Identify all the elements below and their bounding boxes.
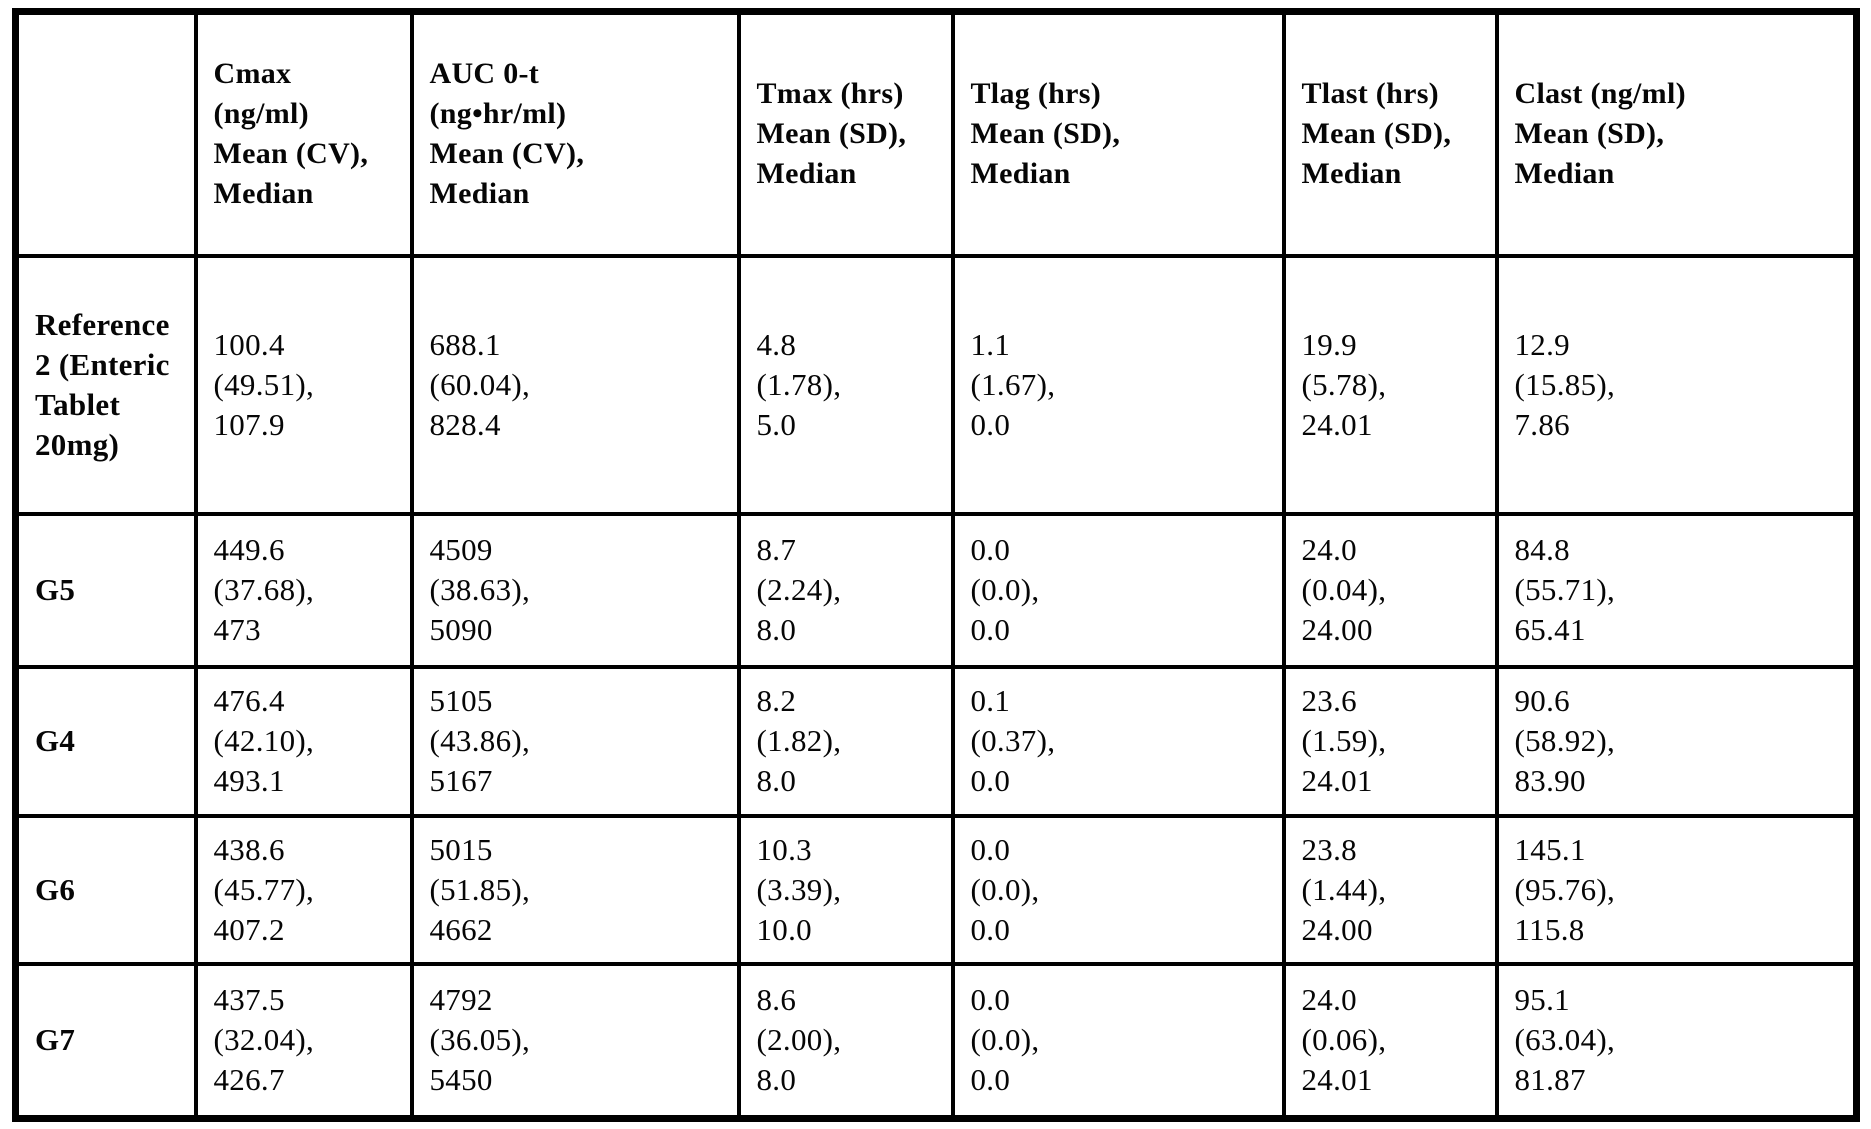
table-row-g4: G4 476.4 (42.10), 493.1 5105 (43.86), 51…	[13, 664, 1859, 818]
row-label-text: G5	[35, 572, 76, 607]
row-label-text: G4	[35, 723, 76, 758]
header-cell-auc: AUC 0-t (ng•hr/ml) Mean (CV), Median	[409, 9, 741, 258]
pk-parameters-table: Cmax (ng/ml) Mean (CV), Median AUC 0-t (…	[12, 8, 1860, 1122]
header-cell-cmax: Cmax (ng/ml) Mean (CV), Median	[193, 9, 414, 258]
data-cell: 8.2 (1.82), 8.0	[736, 664, 955, 818]
cell-value: 24.0 (0.06), 24.01	[1301, 982, 1387, 1098]
data-cell: 24.0 (0.06), 24.01	[1281, 961, 1499, 1121]
header-label: Clast (ng/ml) Mean (SD), Median	[1514, 77, 1686, 191]
header-label: Tmax (hrs) Mean (SD), Median	[756, 77, 907, 191]
data-cell: 4509 (38.63), 5090	[409, 511, 741, 669]
cell-value: 688.1 (60.04), 828.4	[429, 326, 531, 442]
cell-value: 24.0 (0.04), 24.00	[1301, 532, 1387, 647]
cell-value: 8.2 (1.82), 8.0	[756, 683, 842, 798]
cell-value: 8.6 (2.00), 8.0	[756, 982, 842, 1098]
cell-value: 1.1 (1.67), 0.0	[970, 326, 1056, 442]
data-cell: 437.5 (32.04), 426.7	[193, 961, 414, 1121]
data-cell: 19.9 (5.78), 24.01	[1281, 253, 1499, 516]
data-cell: 8.7 (2.24), 8.0	[736, 511, 955, 669]
data-cell: 1.1 (1.67), 0.0	[950, 253, 1286, 516]
header-label: Tlag (hrs) Mean (SD), Median	[970, 77, 1121, 191]
header-label: Tlast (hrs) Mean (SD), Median	[1301, 77, 1452, 191]
data-cell: 24.0 (0.04), 24.00	[1281, 511, 1499, 669]
cell-value: 19.9 (5.78), 24.01	[1301, 326, 1387, 442]
cell-value: 23.6 (1.59), 24.01	[1301, 683, 1387, 798]
table-row-g7: G7 437.5 (32.04), 426.7 4792 (36.05), 54…	[13, 961, 1859, 1121]
cell-value: 4792 (36.05), 5450	[429, 982, 531, 1098]
cell-value: 0.1 (0.37), 0.0	[970, 683, 1056, 798]
header-cell-clast: Clast (ng/ml) Mean (SD), Median	[1494, 9, 1859, 258]
data-cell: 10.3 (3.39), 10.0	[736, 813, 955, 966]
data-cell: 23.6 (1.59), 24.01	[1281, 664, 1499, 818]
data-cell: 4.8 (1.78), 5.0	[736, 253, 955, 516]
cell-value: 5105 (43.86), 5167	[429, 683, 531, 798]
table-row-g5: G5 449.6 (37.68), 473 4509 (38.63), 5090…	[13, 511, 1859, 669]
header-cell-tlast: Tlast (hrs) Mean (SD), Median	[1281, 9, 1499, 258]
data-cell: 90.6 (58.92), 83.90	[1494, 664, 1859, 818]
cell-value: 437.5 (32.04), 426.7	[213, 982, 315, 1098]
cell-value: 145.1 (95.76), 115.8	[1514, 831, 1616, 947]
data-cell: 5105 (43.86), 5167	[409, 664, 741, 818]
cell-value: 90.6 (58.92), 83.90	[1514, 683, 1616, 798]
data-cell: 688.1 (60.04), 828.4	[409, 253, 741, 516]
data-cell: 100.4 (49.51), 107.9	[193, 253, 414, 516]
data-cell: 449.6 (37.68), 473	[193, 511, 414, 669]
row-label-text: G6	[35, 871, 76, 907]
data-cell: 5015 (51.85), 4662	[409, 813, 741, 966]
cell-value: 0.0 (0.0), 0.0	[970, 532, 1040, 647]
cell-value: 5015 (51.85), 4662	[429, 831, 531, 947]
row-label: G4	[13, 664, 198, 818]
cell-value: 438.6 (45.77), 407.2	[213, 831, 315, 947]
table-header-row: Cmax (ng/ml) Mean (CV), Median AUC 0-t (…	[13, 9, 1859, 258]
header-cell-tmax: Tmax (hrs) Mean (SD), Median	[736, 9, 955, 258]
header-label: AUC 0-t (ng•hr/ml) Mean (CV), Median	[429, 57, 585, 211]
table-row-reference2: Reference 2 (Enteric Tablet 20mg) 100.4 …	[13, 253, 1859, 516]
cell-value: 0.0 (0.0), 0.0	[970, 831, 1040, 947]
data-cell: 438.6 (45.77), 407.2	[193, 813, 414, 966]
data-cell: 8.6 (2.00), 8.0	[736, 961, 955, 1121]
cell-value: 8.7 (2.24), 8.0	[756, 532, 842, 647]
data-cell: 476.4 (42.10), 493.1	[193, 664, 414, 818]
header-cell-tlag: Tlag (hrs) Mean (SD), Median	[950, 9, 1286, 258]
cell-value: 449.6 (37.68), 473	[213, 532, 315, 647]
cell-value: 4.8 (1.78), 5.0	[756, 326, 842, 442]
data-cell: 4792 (36.05), 5450	[409, 961, 741, 1121]
header-cell-empty	[13, 9, 198, 258]
header-label: Cmax (ng/ml) Mean (CV), Median	[213, 57, 369, 211]
data-cell: 84.8 (55.71), 65.41	[1494, 511, 1859, 669]
row-label: G5	[13, 511, 198, 669]
cell-value: 84.8 (55.71), 65.41	[1514, 532, 1616, 647]
row-label: Reference 2 (Enteric Tablet 20mg)	[13, 253, 198, 516]
data-cell: 0.0 (0.0), 0.0	[950, 511, 1286, 669]
data-cell: 23.8 (1.44), 24.00	[1281, 813, 1499, 966]
cell-value: 95.1 (63.04), 81.87	[1514, 982, 1616, 1098]
data-cell: 12.9 (15.85), 7.86	[1494, 253, 1859, 516]
row-label: G7	[13, 961, 198, 1121]
data-cell: 0.0 (0.0), 0.0	[950, 813, 1286, 966]
cell-value: 23.8 (1.44), 24.00	[1301, 831, 1387, 947]
data-cell: 0.0 (0.0), 0.0	[950, 961, 1286, 1121]
data-cell: 0.1 (0.37), 0.0	[950, 664, 1286, 818]
row-label-text: Reference 2 (Enteric Tablet 20mg)	[35, 306, 170, 462]
cell-value: 100.4 (49.51), 107.9	[213, 326, 315, 442]
cell-value: 476.4 (42.10), 493.1	[213, 683, 315, 798]
data-cell: 145.1 (95.76), 115.8	[1494, 813, 1859, 966]
cell-value: 12.9 (15.85), 7.86	[1514, 326, 1616, 442]
row-label-text: G7	[35, 1022, 76, 1058]
table-row-g6: G6 438.6 (45.77), 407.2 5015 (51.85), 46…	[13, 813, 1859, 966]
row-label: G6	[13, 813, 198, 966]
data-cell: 95.1 (63.04), 81.87	[1494, 961, 1859, 1121]
cell-value: 4509 (38.63), 5090	[429, 532, 531, 647]
cell-value: 10.3 (3.39), 10.0	[756, 831, 842, 947]
cell-value: 0.0 (0.0), 0.0	[970, 982, 1040, 1098]
